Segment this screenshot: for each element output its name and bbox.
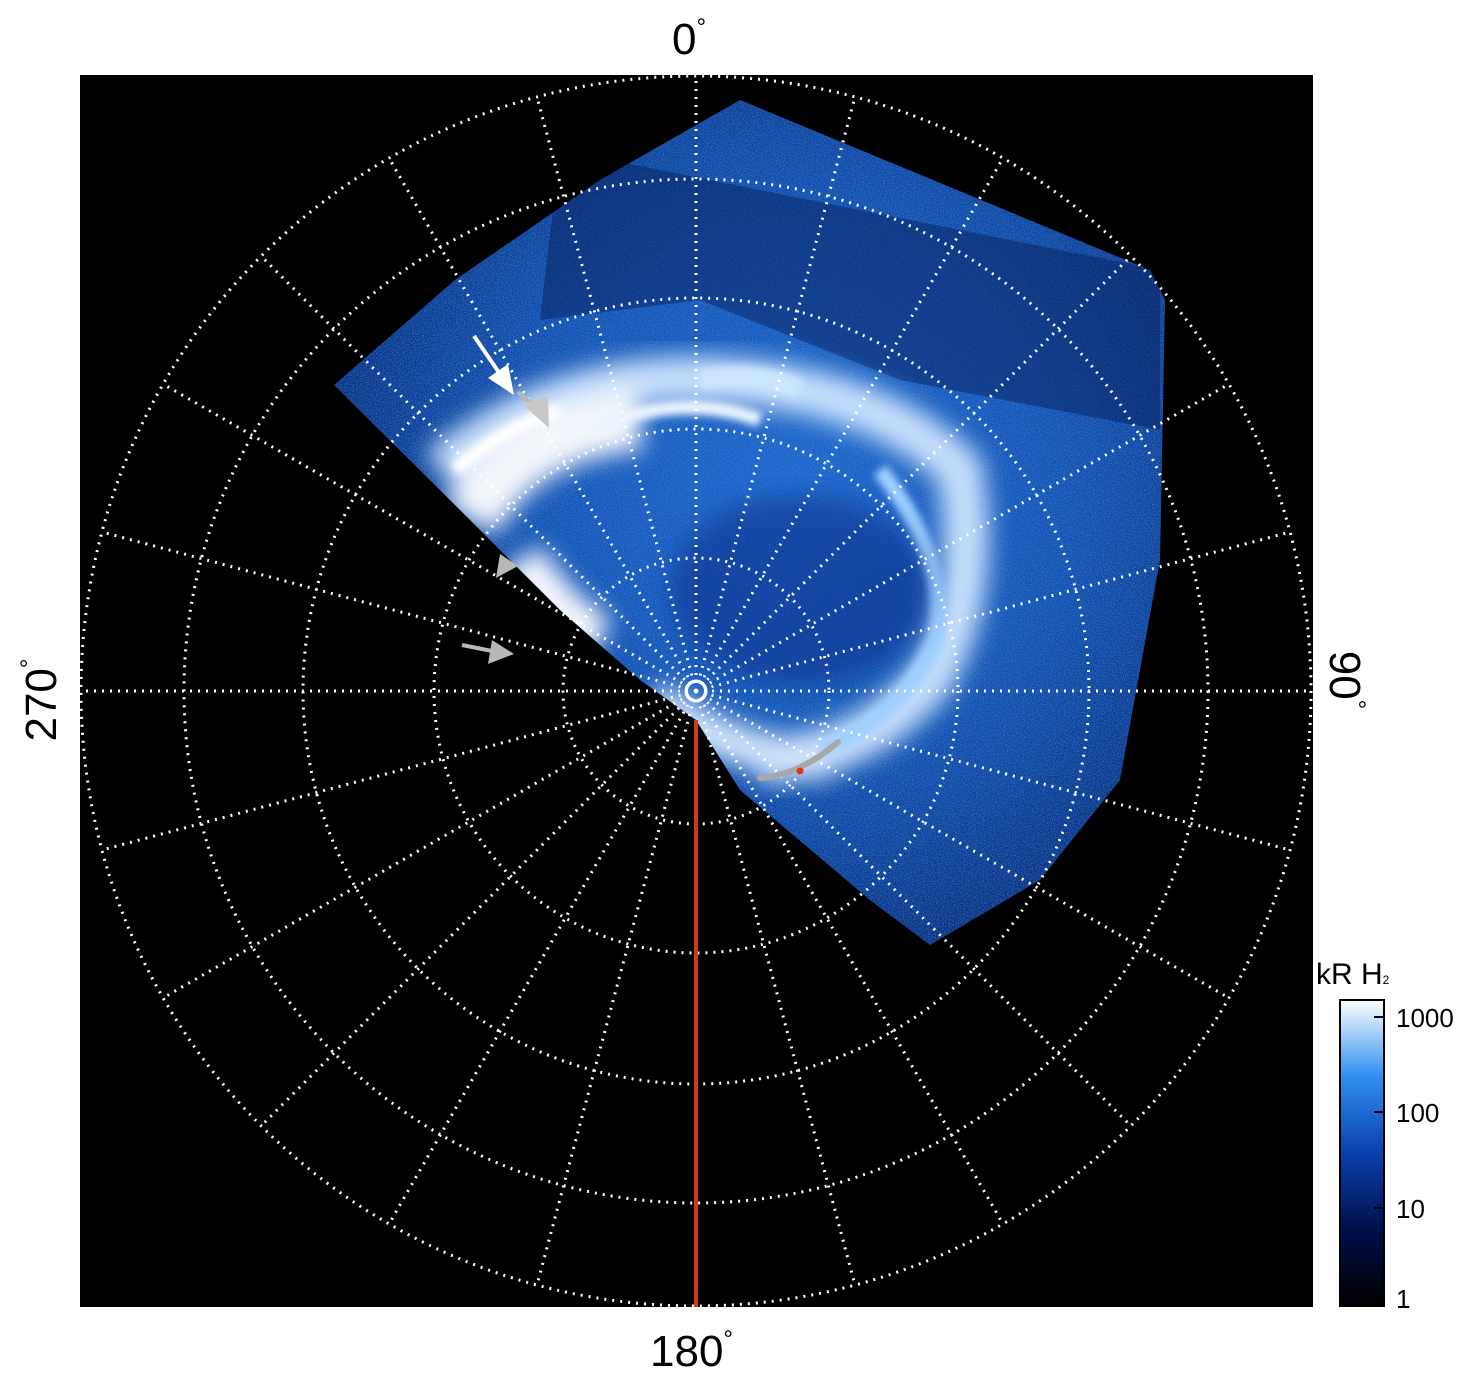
colorbar-tick-label: 1000 bbox=[1396, 1003, 1454, 1033]
footprint-trace bbox=[757, 739, 841, 781]
arrow-gray-3 bbox=[461, 640, 514, 664]
arrow-white bbox=[472, 334, 514, 395]
arrow-gray-2 bbox=[496, 554, 518, 578]
colorbar bbox=[1339, 999, 1385, 1307]
footprint-point bbox=[796, 767, 804, 775]
colorbar-tick-label: 10 bbox=[1396, 1194, 1425, 1224]
label-180-degrees: 180° bbox=[650, 1326, 734, 1376]
colorbar-tick-label: 1 bbox=[1396, 1284, 1411, 1314]
arrow-gray-1 bbox=[516, 390, 549, 428]
colorbar-tick-label: 100 bbox=[1396, 1098, 1440, 1128]
grid-meridians bbox=[81, 76, 1311, 1286]
label-0-degrees: 0° bbox=[672, 14, 707, 64]
label-270-degrees: 270° bbox=[16, 658, 66, 742]
colorbar-title: kR H2 bbox=[1316, 958, 1390, 991]
label-90-degrees: 90° bbox=[1320, 650, 1370, 710]
